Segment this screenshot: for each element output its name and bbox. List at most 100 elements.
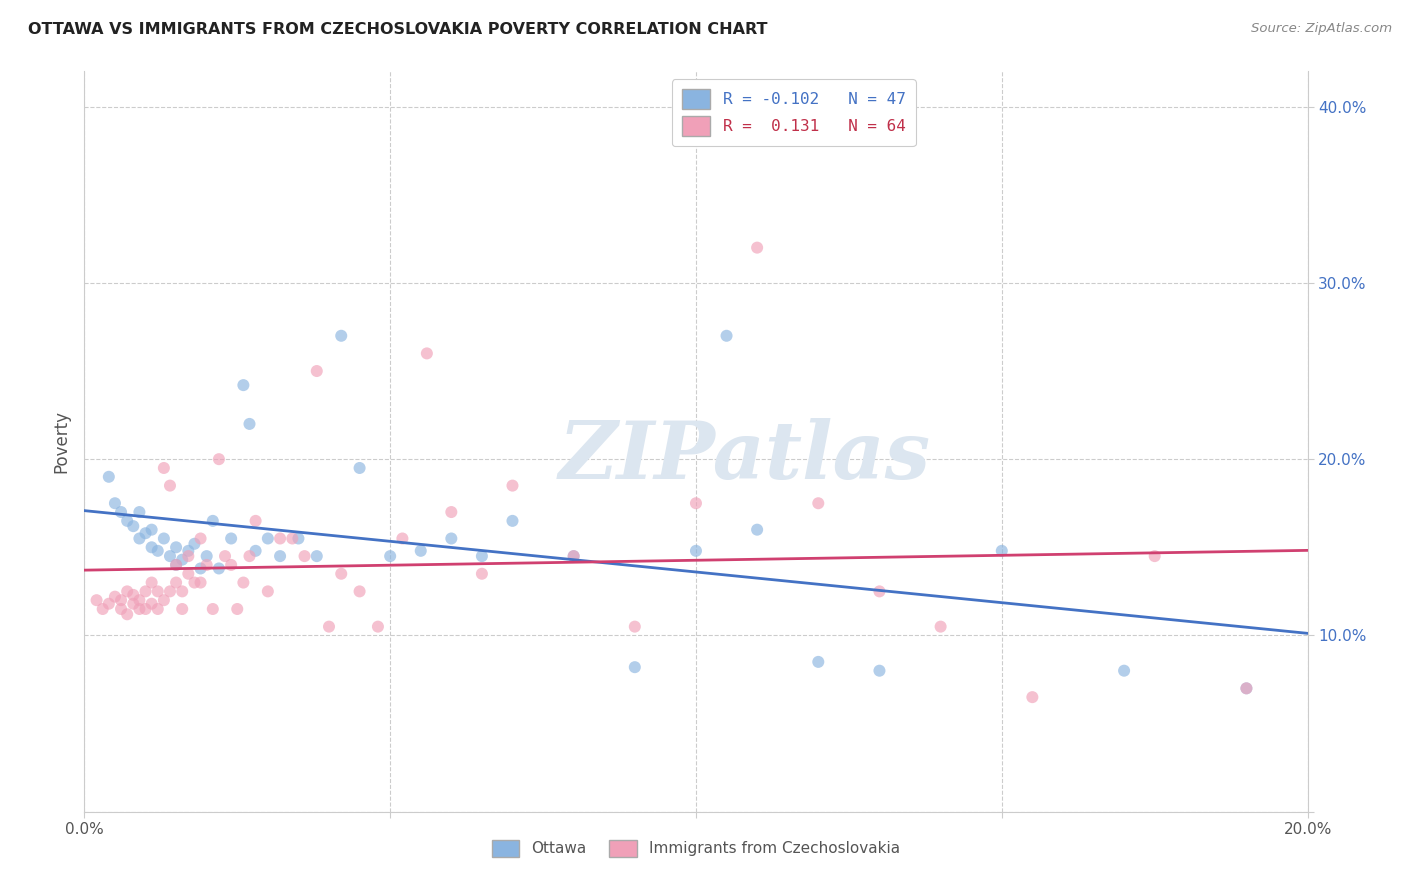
Point [685, 544, 707, 558]
Point [807, 655, 830, 669]
Point [257, 584, 280, 599]
Point [177, 566, 200, 581]
Point [349, 461, 371, 475]
Point [245, 514, 267, 528]
Point [177, 549, 200, 563]
Point [195, 558, 218, 572]
Point [208, 452, 231, 467]
Point [115, 607, 138, 622]
Text: OTTAWA VS IMMIGRANTS FROM CZECHOSLOVAKIA POVERTY CORRELATION CHART: OTTAWA VS IMMIGRANTS FROM CZECHOSLOVAKIA… [28, 22, 768, 37]
Point [1021, 690, 1043, 705]
Point [747, 523, 769, 537]
Point [190, 561, 212, 575]
Point [153, 532, 176, 546]
Point [330, 566, 353, 581]
Legend: Ottawa, Immigrants from Czechoslovakia: Ottawa, Immigrants from Czechoslovakia [485, 833, 907, 863]
Point [929, 619, 952, 633]
Point [349, 584, 371, 599]
Point [122, 597, 145, 611]
Point [86, 593, 108, 607]
Point [141, 541, 163, 555]
Point [135, 526, 157, 541]
Point [807, 496, 830, 510]
Point [172, 602, 194, 616]
Point [190, 575, 212, 590]
Point [165, 558, 187, 572]
Point [135, 602, 157, 616]
Point [219, 558, 242, 572]
Point [1114, 664, 1136, 678]
Point [245, 544, 267, 558]
Point [141, 575, 163, 590]
Point [1236, 681, 1258, 696]
Point [562, 549, 585, 563]
Point [238, 417, 260, 431]
Point [128, 532, 150, 546]
Point [502, 514, 524, 528]
Point [991, 544, 1014, 558]
Text: Source: ZipAtlas.com: Source: ZipAtlas.com [1251, 22, 1392, 36]
Point [440, 505, 463, 519]
Point [110, 505, 132, 519]
Point [869, 584, 891, 599]
Point [97, 470, 120, 484]
Point [128, 593, 150, 607]
Point [305, 549, 328, 563]
Point [232, 575, 254, 590]
Point [287, 532, 309, 546]
Point [159, 584, 181, 599]
Point [1236, 681, 1258, 696]
Point [201, 602, 224, 616]
Point [165, 541, 187, 555]
Point [471, 549, 494, 563]
Point [409, 544, 432, 558]
Point [685, 496, 707, 510]
Point [135, 584, 157, 599]
Text: ZIPatlas: ZIPatlas [558, 417, 931, 495]
Point [238, 549, 260, 563]
Point [159, 549, 181, 563]
Point [91, 602, 114, 616]
Point [380, 549, 402, 563]
Point [869, 664, 891, 678]
Point [115, 514, 138, 528]
Point [104, 496, 127, 510]
Point [416, 346, 439, 360]
Point [141, 597, 163, 611]
Point [318, 619, 340, 633]
Point [146, 544, 169, 558]
Point [141, 523, 163, 537]
Point [440, 532, 463, 546]
Point [232, 378, 254, 392]
Point [110, 593, 132, 607]
Point [97, 597, 120, 611]
Point [562, 549, 585, 563]
Point [391, 532, 413, 546]
Point [219, 532, 242, 546]
Point [201, 514, 224, 528]
Point [122, 588, 145, 602]
Point [624, 660, 647, 674]
Point [471, 566, 494, 581]
Point [294, 549, 316, 563]
Point [330, 328, 353, 343]
Point [146, 584, 169, 599]
Point [226, 602, 249, 616]
Point [183, 575, 205, 590]
Point [195, 549, 218, 563]
Point [269, 532, 291, 546]
Point [281, 532, 304, 546]
Point [1143, 549, 1166, 563]
Point [183, 537, 205, 551]
Point [257, 532, 280, 546]
Point [110, 602, 132, 616]
Point [128, 602, 150, 616]
Point [165, 575, 187, 590]
Point [367, 619, 389, 633]
Point [502, 478, 524, 492]
Point [214, 549, 236, 563]
Point [159, 478, 181, 492]
Point [122, 519, 145, 533]
Point [146, 602, 169, 616]
Point [172, 552, 194, 566]
